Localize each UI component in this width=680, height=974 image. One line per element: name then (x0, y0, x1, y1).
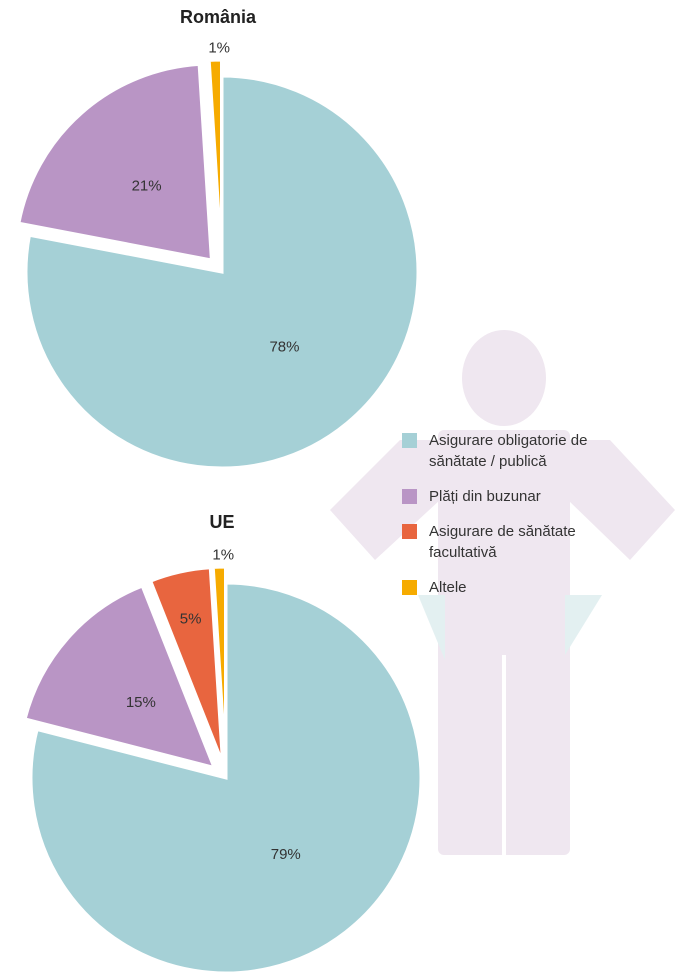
legend-item: Altele (402, 577, 602, 598)
data-label: 5% (180, 611, 202, 628)
legend-label: Asigurare obligatorie de sănătate / publ… (429, 432, 588, 470)
data-label: 21% (132, 177, 162, 194)
data-label: 1% (212, 546, 234, 563)
legend-swatch (402, 489, 417, 504)
pie-slice (207, 58, 223, 257)
legend-label: Plăți din buzunar (429, 488, 541, 505)
legend-swatch (402, 580, 417, 595)
legend-item: Asigurare de sănătate facultativă (402, 521, 602, 563)
legend-swatch (402, 524, 417, 539)
legend-swatch (402, 433, 417, 448)
data-label: 1% (208, 39, 230, 56)
legend-item: Asigurare obligatorie de sănătate / publ… (402, 430, 602, 472)
figure-silhouette (330, 330, 675, 855)
pie-slice (29, 581, 423, 974)
data-label: 15% (126, 694, 156, 711)
legend: Asigurare obligatorie de sănătate / publ… (402, 430, 602, 612)
legend-label: Altele (429, 579, 467, 596)
pie-slice (23, 584, 217, 770)
pie-slice (211, 565, 227, 763)
legend-label: Asigurare de sănătate facultativă (429, 523, 576, 561)
legend-item: Plăți din buzunar (402, 486, 602, 507)
data-label: 79% (271, 846, 301, 863)
pie-slice (17, 62, 214, 262)
data-label: 78% (269, 338, 299, 355)
shade (418, 595, 445, 660)
pie-slice (148, 566, 225, 763)
shade (565, 595, 602, 655)
chart-title: UE (209, 512, 234, 532)
chart-title: România (180, 7, 257, 27)
pie-slice (24, 74, 420, 470)
